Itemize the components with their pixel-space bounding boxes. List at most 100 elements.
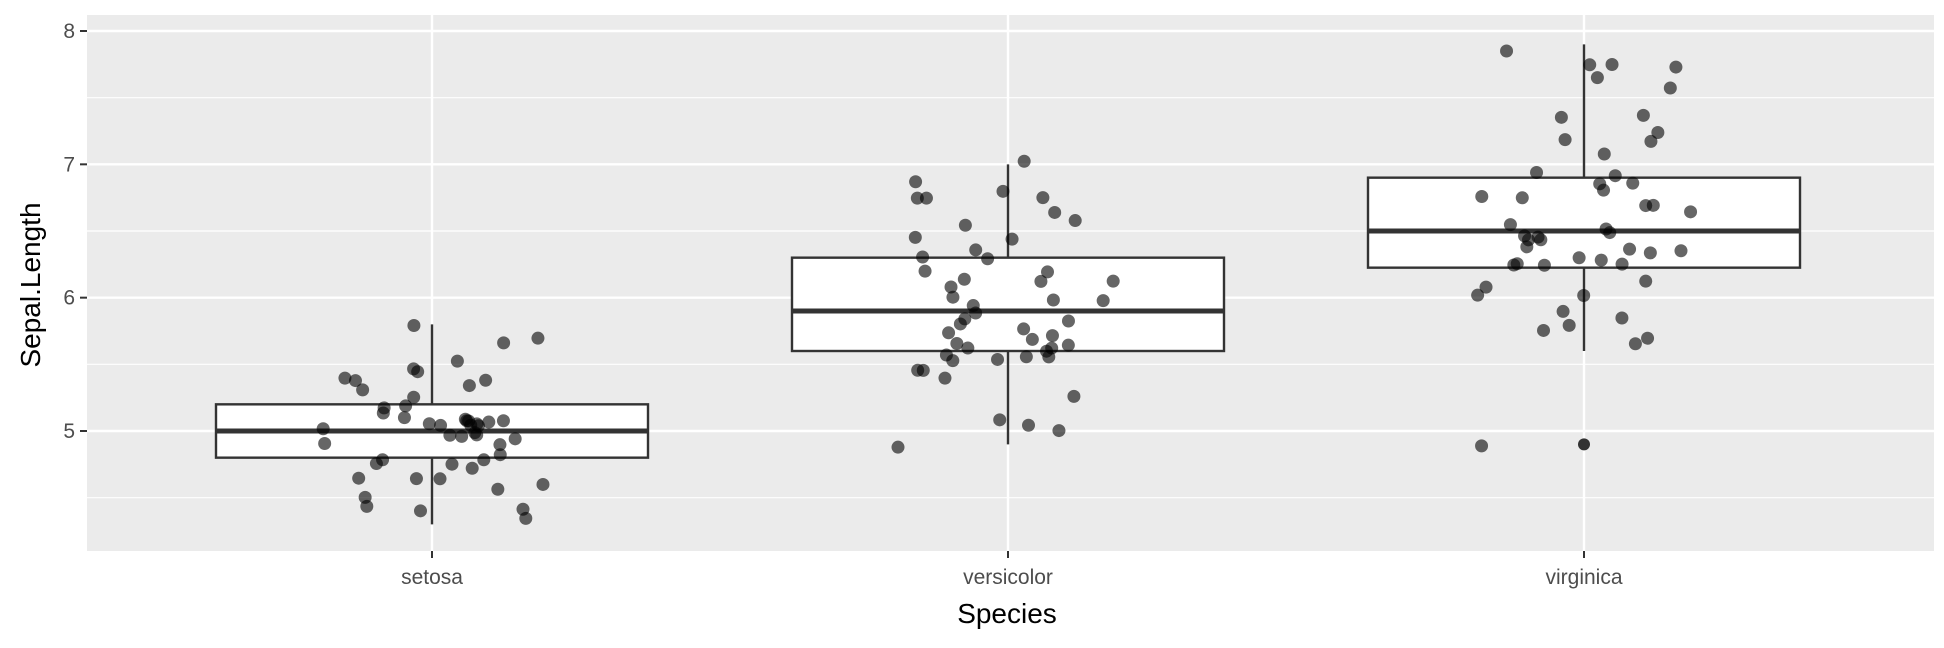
data-point	[1045, 329, 1059, 343]
box-setosa	[214, 324, 650, 525]
data-point	[1034, 274, 1048, 288]
data-point	[1061, 314, 1075, 328]
data-point	[318, 436, 332, 450]
data-point	[1530, 166, 1544, 180]
data-point	[1590, 71, 1604, 85]
data-point	[491, 482, 505, 496]
data-point	[1641, 331, 1655, 345]
data-point	[953, 317, 967, 331]
data-point	[1017, 154, 1031, 168]
data-point	[338, 371, 352, 385]
data-point	[993, 413, 1007, 427]
data-point	[358, 490, 372, 504]
data-point	[909, 175, 923, 189]
data-point	[1556, 304, 1570, 318]
data-point	[957, 272, 971, 286]
data-point	[407, 318, 421, 332]
data-point	[1106, 274, 1120, 288]
data-point	[1041, 265, 1055, 279]
data-point	[1639, 274, 1653, 288]
data-point	[470, 428, 484, 442]
data-point	[508, 432, 522, 446]
data-point	[1572, 251, 1586, 265]
data-point	[433, 472, 447, 486]
data-point	[969, 243, 983, 257]
data-point	[961, 341, 975, 355]
data-point	[1597, 147, 1611, 161]
data-point	[422, 417, 436, 431]
data-point	[493, 438, 507, 452]
data-point	[1615, 311, 1629, 325]
data-point	[1518, 229, 1532, 243]
data-point	[946, 290, 960, 304]
box-versicolor	[790, 164, 1226, 445]
data-point	[938, 371, 952, 385]
data-point	[407, 362, 421, 376]
data-point	[497, 336, 511, 350]
data-point	[369, 457, 383, 471]
data-point	[376, 406, 390, 420]
data-point	[1022, 418, 1036, 432]
data-point	[348, 374, 362, 388]
data-point	[1608, 169, 1622, 183]
data-point	[1534, 233, 1548, 247]
data-point	[1684, 205, 1698, 219]
data-point	[1017, 322, 1031, 336]
data-point	[918, 264, 932, 278]
data-point	[352, 471, 366, 485]
data-point	[1639, 199, 1653, 213]
data-point	[919, 191, 933, 205]
data-point	[1583, 58, 1597, 72]
data-point	[397, 411, 411, 425]
data-point	[1597, 183, 1611, 197]
box-iqr	[1366, 176, 1802, 269]
data-point	[950, 336, 964, 350]
data-point	[1503, 218, 1517, 232]
data-point	[1615, 257, 1629, 271]
data-point	[409, 472, 423, 486]
data-point	[455, 429, 469, 443]
data-point	[1669, 60, 1683, 74]
data-point	[910, 191, 924, 205]
data-point	[942, 326, 956, 340]
data-point	[414, 504, 428, 518]
data-point	[991, 352, 1005, 366]
data-point	[996, 184, 1010, 198]
jitter-points-layer	[316, 44, 1698, 525]
data-point	[1628, 337, 1642, 351]
boxes-layer	[214, 44, 1802, 525]
data-point	[479, 373, 493, 387]
data-point	[1036, 191, 1050, 205]
data-point	[482, 415, 496, 429]
data-point	[1019, 350, 1033, 364]
data-point	[1052, 424, 1066, 438]
data-point	[1061, 338, 1075, 352]
data-point	[966, 299, 980, 313]
data-point	[1025, 332, 1039, 346]
data-point	[407, 390, 421, 404]
data-point	[316, 422, 330, 436]
data-point	[536, 477, 550, 491]
data-point	[399, 399, 413, 413]
data-point	[1599, 222, 1613, 236]
data-point	[981, 252, 995, 266]
data-point	[908, 230, 922, 244]
y-tick-label: 7	[63, 153, 75, 176]
data-point	[891, 440, 905, 454]
data-point	[1515, 191, 1529, 205]
data-point	[1048, 205, 1062, 219]
data-point	[946, 354, 960, 368]
x-tick-label-versicolor: versicolor	[963, 566, 1053, 589]
data-point	[496, 414, 510, 428]
data-point	[493, 448, 507, 462]
data-point	[1096, 294, 1110, 308]
data-point	[445, 457, 459, 471]
data-point	[1479, 280, 1493, 294]
data-point	[1577, 288, 1591, 302]
data-point	[1562, 318, 1576, 332]
y-tick-label: 5	[63, 420, 75, 443]
data-point	[1623, 242, 1637, 256]
x-tick-label-setosa: setosa	[401, 566, 463, 589]
data-point	[1594, 253, 1608, 267]
